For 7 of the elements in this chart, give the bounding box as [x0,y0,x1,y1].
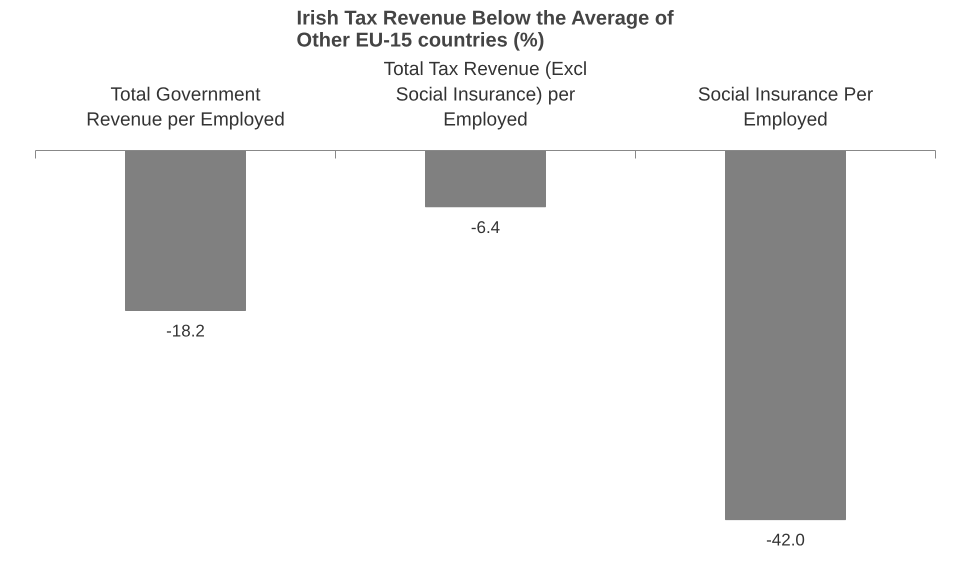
data-label: -18.2 [166,321,205,340]
chart-title: Irish Tax Revenue Below the Average of Other EU-15 countries (%) [296,8,674,52]
data-label: -42.0 [766,530,805,550]
x-tick-label: Total Government Revenue per Employed [86,84,285,130]
x-tick-label: Social Insurance Per Employed [698,84,874,130]
x-tick-label: Total Tax Revenue (Excl Social Insurance) per Employed [384,59,588,130]
data-label: -6.4 [470,218,500,237]
